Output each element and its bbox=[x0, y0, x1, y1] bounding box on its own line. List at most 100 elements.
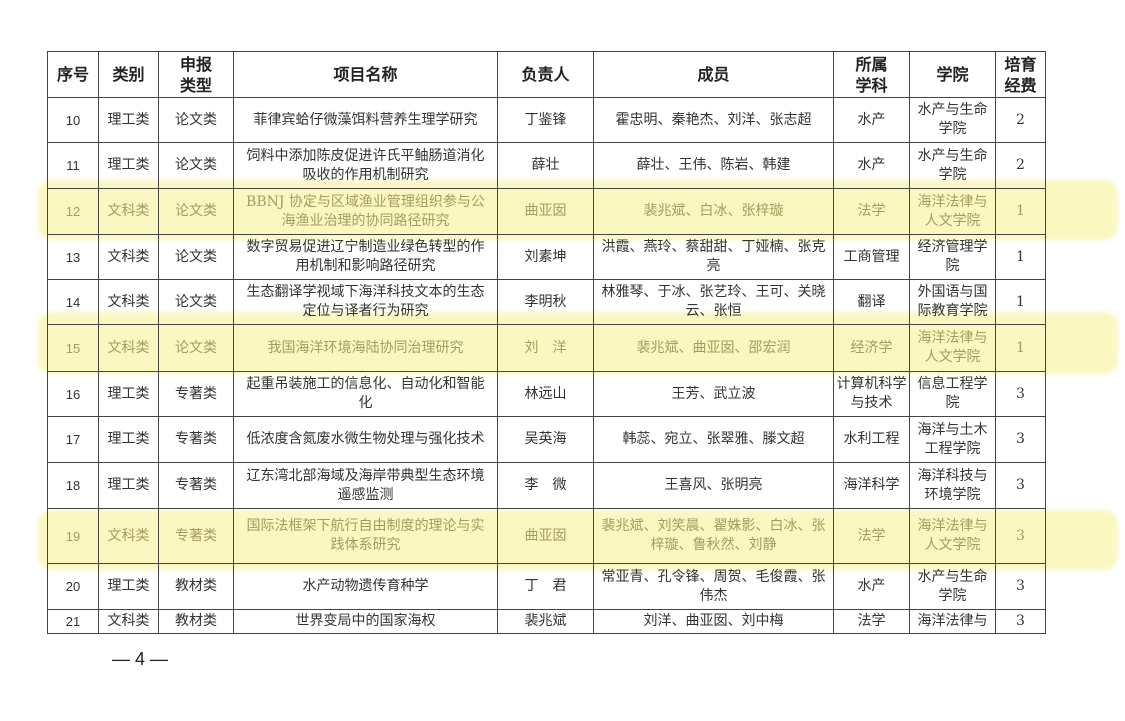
field-cell: 法学 bbox=[833, 188, 910, 235]
field-cell: 水利工程 bbox=[833, 416, 910, 463]
members-cell: 王芳、武立波 bbox=[593, 371, 834, 417]
field-cell: 水产 bbox=[833, 142, 910, 189]
fund-cell: 2 bbox=[995, 142, 1046, 189]
header-no: 序号 bbox=[47, 51, 99, 98]
members-cell: 王喜风、张明亮 bbox=[593, 462, 834, 509]
lead-person-cell: 丁鉴锋 bbox=[497, 97, 594, 143]
report-type-cell: 论文类 bbox=[158, 324, 234, 372]
lead-person-cell: 丁 君 bbox=[497, 563, 594, 610]
category-cell: 文科类 bbox=[98, 234, 159, 280]
college-cell: 外国语与国际教育学院 bbox=[909, 279, 996, 325]
lead-person-cell: 林远山 bbox=[497, 371, 594, 417]
field-cell: 水产 bbox=[833, 97, 910, 143]
college-cell: 海洋科技与环境学院 bbox=[909, 462, 996, 509]
project-name-cell: 生态翻译学视域下海洋科技文本的生态定位与译者行为研究 bbox=[233, 279, 498, 325]
header-project-name: 项目名称 bbox=[233, 51, 498, 98]
college-cell: 水产与生命学院 bbox=[909, 142, 996, 189]
college-cell: 海洋法律与人文学院 bbox=[909, 324, 996, 372]
table-row: 16 理工类 专著类 起重吊装施工的信息化、自动化和智能化 林远山 王芳、武立波 计算机科学… bbox=[47, 371, 1046, 417]
field-cell: 水产 bbox=[833, 563, 910, 610]
fund-cell: 2 bbox=[995, 97, 1046, 143]
lead-person-cell: 曲亚囡 bbox=[497, 508, 594, 564]
header-lead: 负责人 bbox=[497, 51, 594, 98]
project-table: 序号 类别 申报类型 项目名称 负责人 成员 所属学科 学院 培育经费 10 理工… bbox=[47, 51, 1046, 634]
table-row: 20 理工类 教材类 水产动物遗传育种学丁 君常亚青、孔令锋、周贺、毛俊霞、张伟杰 水产… bbox=[47, 563, 1046, 610]
college-cell: 信息工程学院 bbox=[909, 371, 996, 417]
project-name-cell: BBNJ 协定与区域渔业管理组织参与公海渔业治理的协同路径研究 bbox=[233, 188, 498, 235]
row-number-cell: 18 bbox=[47, 462, 99, 509]
table-row: 15 文科类 论文类 我国海洋环境海陆协同治理研究刘 洋裴兆斌、曲亚囡、邵宏润 经济学海… bbox=[47, 324, 1046, 372]
project-name-cell: 饲料中添加陈皮促进许氏平鲉肠道消化吸收的作用机制研究 bbox=[233, 142, 498, 189]
row-number-cell: 20 bbox=[47, 563, 99, 610]
field-cell: 经济学 bbox=[833, 324, 910, 372]
lead-person-cell: 吴英海 bbox=[497, 416, 594, 463]
category-cell: 文科类 bbox=[98, 279, 159, 325]
category-cell: 理工类 bbox=[98, 416, 159, 463]
category-cell: 理工类 bbox=[98, 563, 159, 610]
report-type-cell: 论文类 bbox=[158, 234, 234, 280]
report-type-cell: 论文类 bbox=[158, 97, 234, 143]
row-number-cell: 21 bbox=[47, 609, 99, 634]
report-type-cell: 论文类 bbox=[158, 279, 234, 325]
header-category: 类别 bbox=[98, 51, 159, 98]
members-cell: 薛壮、王伟、陈岩、韩建 bbox=[593, 142, 834, 189]
college-cell: 海洋法律与 bbox=[909, 609, 996, 634]
fund-cell: 1 bbox=[995, 234, 1046, 280]
fund-cell: 3 bbox=[995, 462, 1046, 509]
lead-person-cell: 裴兆斌 bbox=[497, 609, 594, 634]
page-content: 序号 类别 申报类型 项目名称 负责人 成员 所属学科 学院 培育经费 10 理工… bbox=[47, 51, 1046, 670]
field-cell: 翻译 bbox=[833, 279, 910, 325]
table-row: 10 理工类 论文类 菲律宾蛤仔微藻饵料营养生理学研究 丁鉴锋 霍忠明、秦艳杰、刘洋、张志… bbox=[47, 97, 1046, 143]
category-cell: 理工类 bbox=[98, 97, 159, 143]
lead-person-cell: 李明秋 bbox=[497, 279, 594, 325]
header-field: 所属学科 bbox=[833, 51, 910, 98]
members-cell: 裴兆斌、曲亚囡、邵宏润 bbox=[593, 324, 834, 372]
fund-cell: 3 bbox=[995, 609, 1046, 634]
table-row: 11 理工类 论文类 饲料中添加陈皮促进许氏平鲉肠道消化吸收的作用机制研究 薛壮 薛壮、王… bbox=[47, 142, 1046, 189]
field-cell: 法学 bbox=[833, 508, 910, 564]
project-name-cell: 辽东湾北部海域及海岸带典型生态环境遥感监测 bbox=[233, 462, 498, 509]
report-type-cell: 论文类 bbox=[158, 188, 234, 235]
table-row: 12 文科类 论文类 BBNJ 协定与区域渔业管理组织参与公海渔业治理的协同路径研究曲… bbox=[47, 188, 1046, 235]
lead-person-cell: 李 微 bbox=[497, 462, 594, 509]
row-number-cell: 19 bbox=[47, 508, 99, 564]
members-cell: 林雅琴、于冰、张艺玲、王可、关晓云、张恒 bbox=[593, 279, 834, 325]
lead-person-cell: 刘 洋 bbox=[497, 324, 594, 372]
members-cell: 韩蕊、宛立、张翠雅、滕文超 bbox=[593, 416, 834, 463]
table-row: 13 文科类 论文类 数字贸易促进辽宁制造业绿色转型的作用机制和影响路径研究 刘素坤 洪霞… bbox=[47, 234, 1046, 280]
report-type-cell: 专著类 bbox=[158, 462, 234, 509]
header-fund: 培育经费 bbox=[995, 51, 1046, 98]
row-number-cell: 14 bbox=[47, 279, 99, 325]
row-number-cell: 15 bbox=[47, 324, 99, 372]
project-name-cell: 国际法框架下航行自由制度的理论与实践体系研究 bbox=[233, 508, 498, 564]
project-name-cell: 水产动物遗传育种学 bbox=[233, 563, 498, 610]
report-type-cell: 教材类 bbox=[158, 609, 234, 634]
members-cell: 裴兆斌、白冰、张梓璇 bbox=[593, 188, 834, 235]
table-row: 18 理工类 专著类 辽东湾北部海域及海岸带典型生态环境遥感监测李 微王喜风、张明亮海… bbox=[47, 462, 1046, 509]
project-name-cell: 我国海洋环境海陆协同治理研究 bbox=[233, 324, 498, 372]
category-cell: 文科类 bbox=[98, 508, 159, 564]
project-name-cell: 菲律宾蛤仔微藻饵料营养生理学研究 bbox=[233, 97, 498, 143]
table-row: 19 文科类 专著类 国际法框架下航行自由制度的理论与实践体系研究 曲亚囡 裴兆斌、刘笑晨… bbox=[47, 508, 1046, 564]
college-cell: 海洋法律与人文学院 bbox=[909, 188, 996, 235]
college-cell: 经济管理学院 bbox=[909, 234, 996, 280]
row-number-cell: 16 bbox=[47, 371, 99, 417]
college-cell: 海洋法律与人文学院 bbox=[909, 508, 996, 564]
fund-cell: 1 bbox=[995, 279, 1046, 325]
fund-cell: 3 bbox=[995, 371, 1046, 417]
table-row: 17 理工类 专著类 低浓度含氮废水微生物处理与强化技术 吴英海 韩蕊、宛立、张翠雅、滕文… bbox=[47, 416, 1046, 463]
college-cell: 海洋与土木工程学院 bbox=[909, 416, 996, 463]
category-cell: 文科类 bbox=[98, 609, 159, 634]
report-type-cell: 专著类 bbox=[158, 371, 234, 417]
row-number-cell: 12 bbox=[47, 188, 99, 235]
report-type-cell: 论文类 bbox=[158, 142, 234, 189]
fund-cell: 3 bbox=[995, 508, 1046, 564]
row-number-cell: 11 bbox=[47, 142, 99, 189]
lead-person-cell: 薛壮 bbox=[497, 142, 594, 189]
table-row: 14 文科类 论文类 生态翻译学视域下海洋科技文本的生态定位与译者行为研究 李明秋 林雅琴… bbox=[47, 279, 1046, 325]
members-cell: 霍忠明、秦艳杰、刘洋、张志超 bbox=[593, 97, 834, 143]
header-row: 序号 类别 申报类型 项目名称 负责人 成员 所属学科 学院 培育经费 bbox=[47, 51, 1046, 98]
category-cell: 理工类 bbox=[98, 371, 159, 417]
report-type-cell: 专著类 bbox=[158, 508, 234, 564]
college-cell: 水产与生命学院 bbox=[909, 563, 996, 610]
